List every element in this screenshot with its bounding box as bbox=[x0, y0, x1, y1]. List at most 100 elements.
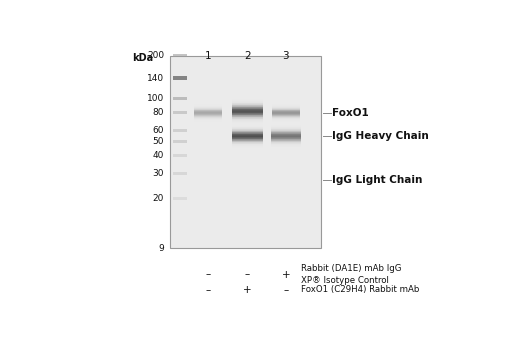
Bar bbox=[271, 132, 301, 133]
Bar bbox=[231, 102, 263, 103]
Text: kDa: kDa bbox=[132, 53, 153, 63]
Bar bbox=[272, 111, 300, 112]
Bar bbox=[194, 117, 223, 118]
Text: 9: 9 bbox=[159, 244, 164, 253]
Text: –: – bbox=[206, 270, 211, 280]
Bar bbox=[231, 123, 263, 124]
Bar bbox=[231, 124, 263, 125]
Bar bbox=[231, 143, 263, 144]
Bar bbox=[271, 137, 301, 138]
Bar bbox=[231, 147, 263, 148]
Bar bbox=[271, 124, 301, 125]
Bar bbox=[271, 147, 301, 148]
Bar bbox=[271, 148, 301, 149]
Bar bbox=[231, 148, 263, 149]
Bar bbox=[272, 120, 300, 121]
Text: Rabbit (DA1E) mAb IgG
XP® Isotype Control: Rabbit (DA1E) mAb IgG XP® Isotype Contro… bbox=[302, 264, 402, 285]
Bar bbox=[231, 135, 263, 136]
Bar bbox=[170, 56, 321, 248]
Bar bbox=[272, 117, 300, 118]
Bar bbox=[231, 112, 263, 113]
Bar bbox=[272, 119, 300, 120]
Bar bbox=[194, 120, 223, 121]
Bar bbox=[231, 137, 263, 138]
Bar bbox=[173, 154, 187, 157]
Bar bbox=[231, 142, 263, 143]
Bar bbox=[272, 118, 300, 119]
Bar bbox=[231, 124, 263, 125]
Bar bbox=[272, 110, 300, 111]
Bar bbox=[231, 99, 263, 100]
Bar bbox=[173, 140, 187, 143]
Bar bbox=[231, 113, 263, 114]
Bar bbox=[271, 127, 301, 128]
Bar bbox=[231, 120, 263, 121]
Text: 30: 30 bbox=[153, 169, 164, 178]
Bar bbox=[194, 105, 223, 106]
Bar bbox=[231, 132, 263, 133]
Bar bbox=[231, 128, 263, 129]
Bar bbox=[194, 111, 223, 112]
Bar bbox=[231, 104, 263, 105]
Text: +: + bbox=[243, 285, 252, 295]
Text: 2: 2 bbox=[244, 51, 251, 61]
Bar bbox=[272, 103, 300, 104]
Bar bbox=[272, 112, 300, 113]
Bar bbox=[271, 139, 301, 140]
Bar bbox=[231, 130, 263, 131]
Bar bbox=[194, 112, 223, 113]
Bar bbox=[231, 138, 263, 139]
Bar bbox=[173, 172, 187, 175]
Text: 100: 100 bbox=[147, 94, 164, 103]
Bar bbox=[231, 105, 263, 106]
Bar bbox=[194, 107, 223, 108]
Bar bbox=[271, 145, 301, 146]
Bar bbox=[231, 140, 263, 141]
Bar bbox=[271, 131, 301, 132]
Bar bbox=[271, 142, 301, 143]
Bar bbox=[231, 126, 263, 127]
Bar bbox=[272, 115, 300, 116]
Bar bbox=[272, 121, 300, 122]
Bar bbox=[231, 118, 263, 119]
Bar bbox=[271, 136, 301, 137]
Bar bbox=[173, 111, 187, 114]
Bar bbox=[194, 110, 223, 111]
Bar bbox=[194, 119, 223, 120]
Bar bbox=[194, 116, 223, 117]
Bar bbox=[231, 107, 263, 108]
Text: +: + bbox=[281, 270, 290, 280]
Bar bbox=[231, 146, 263, 147]
Text: 60: 60 bbox=[153, 126, 164, 135]
Bar bbox=[271, 126, 301, 127]
Bar bbox=[271, 134, 301, 135]
Text: FoxO1 (C29H4) Rabbit mAb: FoxO1 (C29H4) Rabbit mAb bbox=[302, 286, 420, 294]
Text: 1: 1 bbox=[205, 51, 212, 61]
Bar bbox=[194, 115, 223, 116]
Bar bbox=[272, 105, 300, 106]
Bar bbox=[173, 129, 187, 132]
Bar bbox=[194, 109, 223, 110]
Bar bbox=[271, 140, 301, 141]
Bar bbox=[173, 54, 187, 57]
Bar bbox=[272, 106, 300, 107]
Bar bbox=[194, 106, 223, 107]
Bar bbox=[272, 116, 300, 117]
Bar bbox=[231, 136, 263, 137]
Bar bbox=[231, 111, 263, 112]
Text: IgG Heavy Chain: IgG Heavy Chain bbox=[332, 131, 429, 141]
Bar bbox=[272, 104, 300, 105]
Bar bbox=[231, 115, 263, 116]
Bar bbox=[173, 197, 187, 200]
Bar bbox=[271, 129, 301, 130]
Bar bbox=[231, 119, 263, 120]
Text: 50: 50 bbox=[153, 138, 164, 146]
Bar bbox=[173, 76, 187, 79]
Bar bbox=[231, 145, 263, 146]
Text: 20: 20 bbox=[153, 194, 164, 203]
Text: 3: 3 bbox=[282, 51, 289, 61]
Bar bbox=[271, 128, 301, 129]
Bar bbox=[271, 130, 301, 131]
Bar bbox=[231, 108, 263, 109]
Text: 200: 200 bbox=[147, 51, 164, 60]
